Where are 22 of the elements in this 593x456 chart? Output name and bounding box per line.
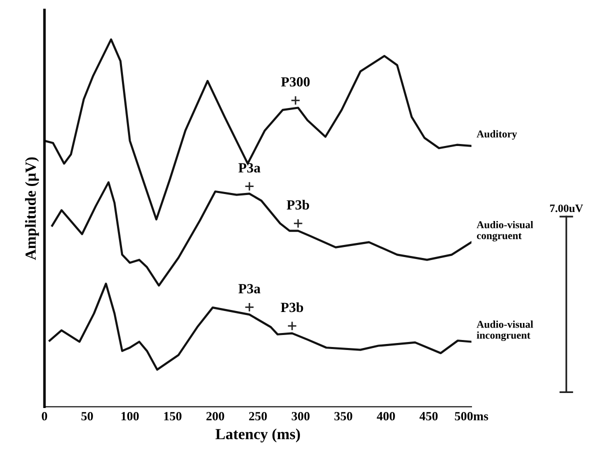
x-tick-label: 0	[42, 412, 48, 420]
x-tick-label: 200	[206, 412, 224, 420]
x-tick-label: 350	[334, 412, 352, 420]
text: 7.00uV	[550, 204, 584, 212]
annotation: P3a	[238, 284, 260, 294]
y-axis-title: Amplitude (µV)	[25, 157, 39, 260]
x-tick-label: 150	[164, 412, 182, 420]
annotation: P3a	[238, 163, 260, 173]
x-tick-label: 300	[292, 412, 310, 420]
x-tick-label: 50	[81, 412, 93, 420]
series-label: Audio-visual incongruent	[476, 320, 534, 341]
annotation: P300	[281, 77, 310, 87]
x-tick-label: 100	[121, 412, 139, 420]
x-axis-title: Latency (ms)	[216, 428, 300, 442]
x-tick-label: 400	[376, 412, 395, 420]
annotation: P3b	[280, 302, 304, 312]
x-tick-label: 450	[420, 412, 438, 420]
annotation: P3b	[286, 200, 310, 210]
series-label: Auditory	[476, 130, 517, 140]
x-tick-label: 500ms	[454, 412, 488, 420]
series-label: Audio-visual congruent	[476, 220, 534, 242]
x-tick-label: 250	[249, 412, 267, 420]
